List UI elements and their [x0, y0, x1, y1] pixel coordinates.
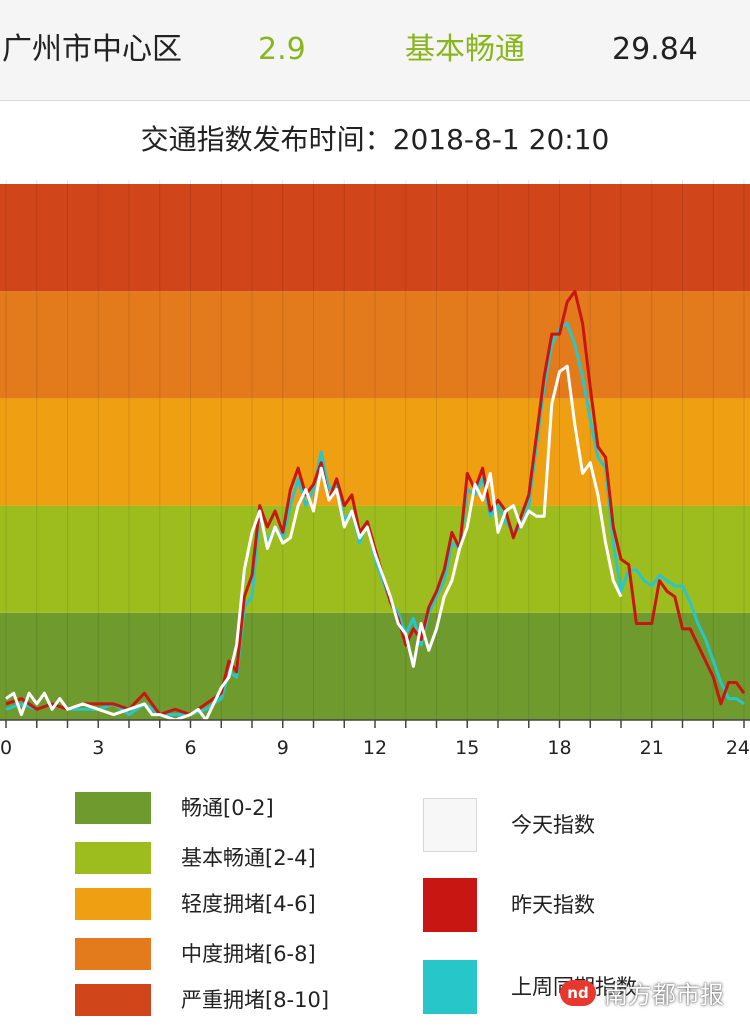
x-tick-label: 6 — [184, 737, 196, 759]
band-light — [0, 398, 750, 506]
chart-canvas: 0 3 6 9 12 15 18 21 24 — [0, 180, 750, 770]
legend-swatch-basic — [75, 842, 151, 874]
x-tick-label: 3 — [92, 737, 104, 759]
traffic-index-value: 2.9 — [258, 32, 306, 67]
legend-label-basic: 基本畅通[2-4] — [181, 846, 316, 870]
chart-series — [5, 289, 746, 722]
legend-label-medium: 中度拥堵[6-8] — [181, 942, 316, 966]
summary-bar: 广州市中心区 2.9 基本畅通 29.84 — [0, 0, 750, 101]
band-severe — [0, 184, 750, 292]
band-smooth — [0, 612, 750, 720]
legend-label-light: 轻度拥堵[4-6] — [181, 892, 316, 916]
newspaper-logo-icon: nd — [560, 980, 596, 1006]
traffic-status: 基本畅通 — [405, 32, 525, 67]
newspaper-watermark: nd 南方都市报 — [560, 978, 746, 1018]
legend: 畅通[0-2] 基本畅通[2-4] 轻度拥堵[4-6] 中度拥堵[6-8] 严重… — [0, 780, 750, 1026]
legend-label-smooth: 畅通[0-2] — [181, 796, 274, 820]
legend-swatch-last-week — [423, 960, 477, 1014]
legend-swatch-today — [423, 798, 477, 852]
average-speed-value: 29.84 — [612, 32, 698, 67]
publish-time-value: 2018-8-1 20:10 — [392, 123, 610, 156]
x-axis: 0 3 6 9 12 15 18 21 24 — [0, 719, 750, 770]
area-name: 广州市中心区 — [2, 32, 182, 67]
axis-background — [0, 720, 750, 770]
x-tick-label: 9 — [277, 737, 289, 759]
legend-label-today: 今天指数 — [511, 813, 595, 837]
legend-label-yesterday: 昨天指数 — [511, 893, 595, 917]
x-tick-label: 24 — [726, 737, 750, 759]
legend-swatch-light — [75, 888, 151, 920]
legend-swatch-smooth — [75, 792, 151, 824]
legend-swatch-medium — [75, 938, 151, 970]
x-tick-label: 0 — [0, 737, 12, 759]
traffic-index-chart: 0 3 6 9 12 15 18 21 24 — [0, 180, 750, 770]
publish-time-label: 交通指数发布时间： — [140, 123, 393, 156]
x-tick-label: 21 — [640, 737, 664, 759]
legend-swatch-severe — [75, 984, 151, 1016]
x-tick-label: 15 — [455, 737, 479, 759]
legend-swatch-yesterday — [423, 878, 477, 932]
legend-label-severe: 严重拥堵[8-10] — [181, 988, 330, 1012]
publish-time: 交通指数发布时间：2018-8-1 20:10 — [0, 120, 750, 160]
band-medium — [0, 291, 750, 399]
x-tick-label: 18 — [547, 737, 571, 759]
watermark-text: 南方都市报 — [604, 981, 724, 1009]
series-today-line — [5, 364, 623, 722]
x-tick-label: 12 — [363, 737, 387, 759]
